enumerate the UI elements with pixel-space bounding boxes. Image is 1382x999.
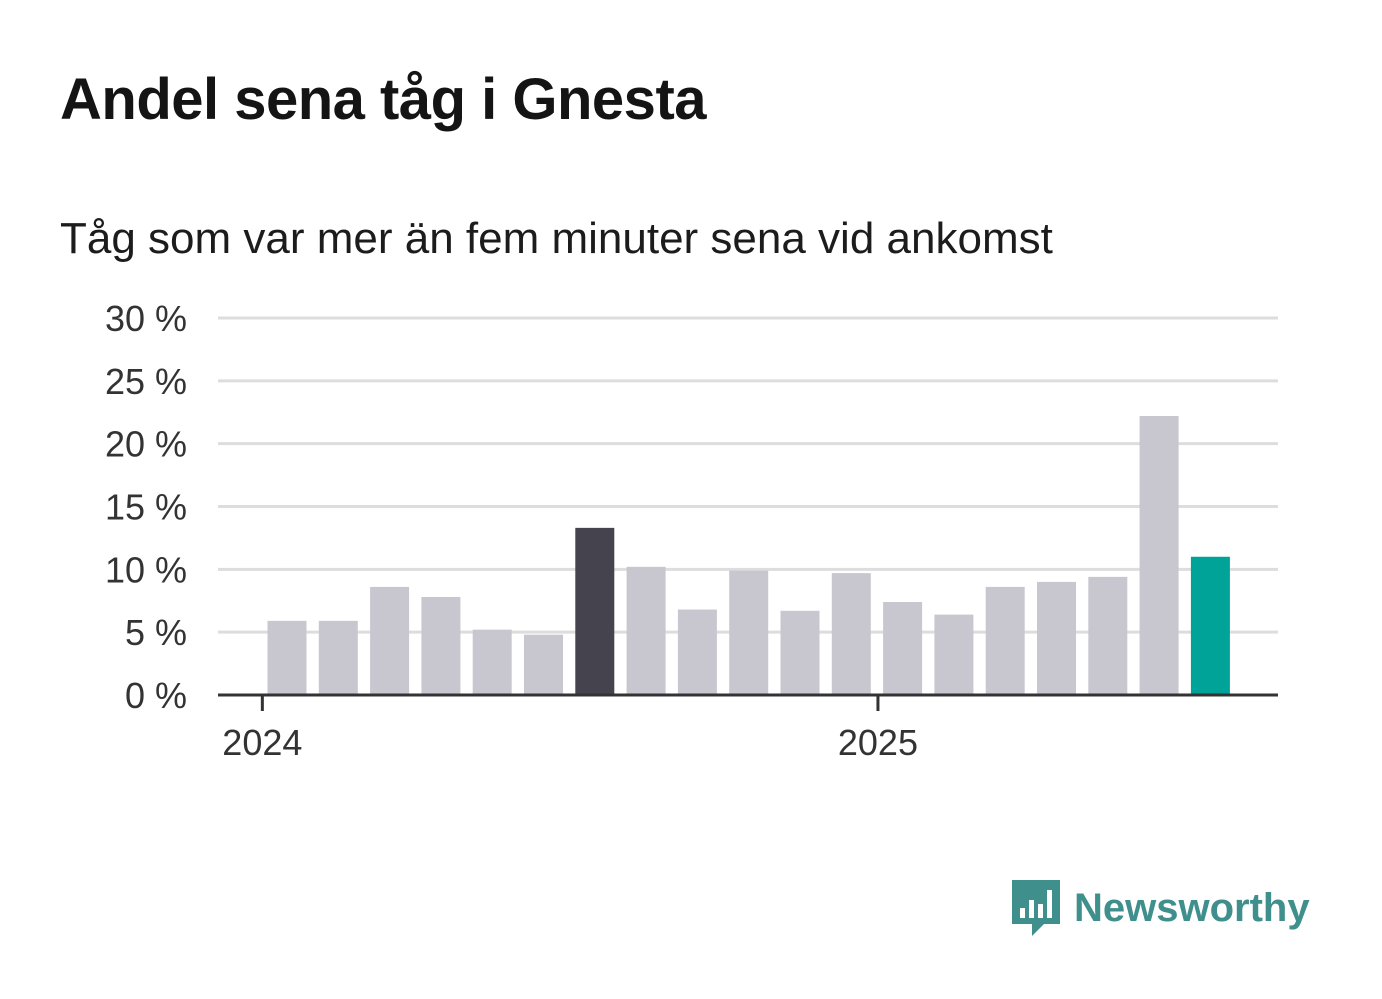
bar-chart-speech-bubble-icon <box>1012 880 1060 936</box>
bar <box>985 586 1025 695</box>
bar <box>421 596 461 695</box>
y-axis-labels: 0 % 5 % 10 % 15 % 20 % 25 % 30 % <box>105 298 187 716</box>
bar <box>831 573 871 695</box>
brand-name: Newsworthy <box>1074 885 1310 930</box>
y-tick-label: 20 % <box>105 424 187 465</box>
newsworthy-logo: Newsworthy <box>1010 878 1310 938</box>
x-axis: 2024 2025 <box>218 693 1278 763</box>
y-tick-label: 30 % <box>105 298 187 339</box>
bar <box>267 620 307 695</box>
bar-chart: 0 % 5 % 10 % 15 % 20 % 25 % 30 % 2024 2025 <box>105 298 1278 763</box>
y-tick-label: 5 % <box>125 612 187 653</box>
bar <box>370 586 410 695</box>
bar <box>677 609 717 695</box>
bar <box>524 634 563 695</box>
bar <box>472 629 512 695</box>
chart-title: Andel sena tåg i Gnesta <box>60 67 707 132</box>
bar <box>575 527 615 695</box>
bar <box>883 602 923 695</box>
bar <box>318 620 358 695</box>
bar <box>934 614 974 695</box>
bar <box>1037 581 1076 695</box>
bar <box>729 570 769 695</box>
bar <box>780 610 820 695</box>
bars <box>267 416 1230 695</box>
chart-subtitle: Tåg som var mer än fem minuter sena vid … <box>60 214 1053 263</box>
bar <box>1139 416 1179 695</box>
y-tick-label: 0 % <box>125 675 187 716</box>
y-tick-label: 10 % <box>105 549 187 590</box>
x-tick-label: 2025 <box>838 722 918 763</box>
x-tick-label: 2024 <box>222 722 302 763</box>
y-tick-label: 15 % <box>105 487 187 528</box>
bar <box>626 566 666 695</box>
bar <box>1088 576 1128 695</box>
bar <box>1190 556 1230 695</box>
y-tick-label: 25 % <box>105 361 187 402</box>
